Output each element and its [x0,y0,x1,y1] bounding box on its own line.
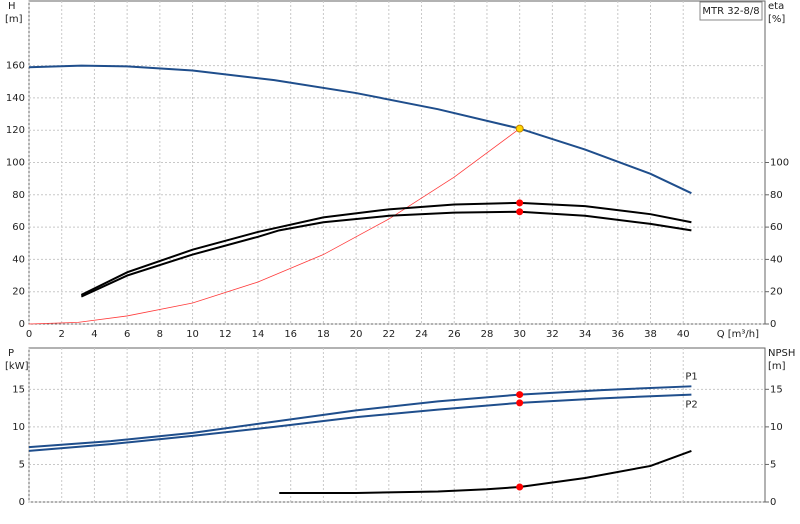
x-tick-label: 8 [157,329,163,340]
operating-point [515,124,524,133]
y-tick-label: 10 [12,422,25,433]
y2-tick-label: 80 [770,190,783,201]
annotation-box [699,1,763,21]
y2-axis-label: eta [768,1,784,12]
y2-tick-label: 0 [770,497,776,508]
y2-axis-unit: [m] [768,361,786,372]
y2-tick-label: 100 [770,158,789,169]
operating-point [516,391,524,399]
x-axis-label: Q [m³/h] [717,329,759,340]
operating-point [516,208,524,216]
series-line [80,210,692,298]
x-tick-label: 20 [350,329,363,340]
y2-tick-label: 10 [770,422,783,433]
x-tick-label: 34 [579,329,592,340]
plot-area [28,347,766,503]
y2-tick-label: 40 [770,254,783,265]
y-tick-label: 140 [6,93,25,104]
y2-tick-label: 20 [770,287,783,298]
x-tick-label: 0 [26,329,32,340]
operating-point [516,199,524,207]
series-line [28,64,692,195]
annotation: MTR 32-8/8 [702,6,759,17]
y-tick-label: 0 [19,497,25,508]
x-tick-label: 14 [252,329,265,340]
x-tick-label: 16 [284,329,297,340]
x-tick-label: 36 [611,329,624,340]
series-label: P1 [685,371,697,382]
x-tick-label: 28 [481,329,494,340]
x-tick-label: 26 [448,329,461,340]
y2-tick-label: 60 [770,222,783,233]
y-tick-label: 15 [12,384,25,395]
y2-axis-label: NPSH [768,348,795,359]
y-tick-label: 120 [6,125,25,136]
x-tick-label: 18 [317,329,330,340]
y-tick-label: 80 [12,190,25,201]
series-line [28,393,692,452]
series-line [279,449,692,494]
y-tick-label: 60 [12,222,25,233]
x-tick-label: 12 [219,329,232,340]
y-tick-label: 160 [6,61,25,72]
series-label: P2 [685,400,697,411]
y2-tick-label: 15 [770,384,783,395]
x-tick-label: 10 [186,329,199,340]
y2-tick-label: 5 [770,459,776,470]
y-tick-label: 40 [12,254,25,265]
y2-axis-unit: [%] [768,14,785,25]
x-tick-label: 38 [644,329,657,340]
y-axis-label: P [8,348,14,359]
x-tick-label: 22 [382,329,395,340]
x-tick-label: 2 [59,329,65,340]
y-tick-label: 5 [19,459,25,470]
y-axis-unit: [kW] [5,361,29,372]
series-line [28,385,692,449]
x-tick-label: 32 [546,329,559,340]
x-tick-label: 30 [513,329,526,340]
operating-point [516,483,524,491]
x-tick-label: 6 [124,329,130,340]
operating-point [516,399,524,407]
x-tick-label: 4 [91,329,97,340]
x-tick-label: 24 [415,329,428,340]
y-axis-label: H [8,1,16,12]
series-line [28,128,520,325]
y-tick-label: 0 [19,319,25,330]
y2-tick-label: 0 [770,319,776,330]
y-tick-label: 100 [6,158,25,169]
y-axis-unit: [m] [5,14,23,25]
y-tick-label: 20 [12,287,25,298]
x-tick-label: 40 [677,329,690,340]
series-line [80,201,692,296]
